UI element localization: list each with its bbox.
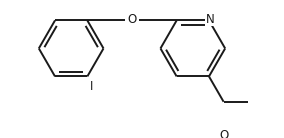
Text: I: I bbox=[90, 79, 93, 92]
Text: N: N bbox=[205, 13, 214, 26]
Text: O: O bbox=[219, 129, 228, 138]
Text: O: O bbox=[127, 13, 137, 26]
